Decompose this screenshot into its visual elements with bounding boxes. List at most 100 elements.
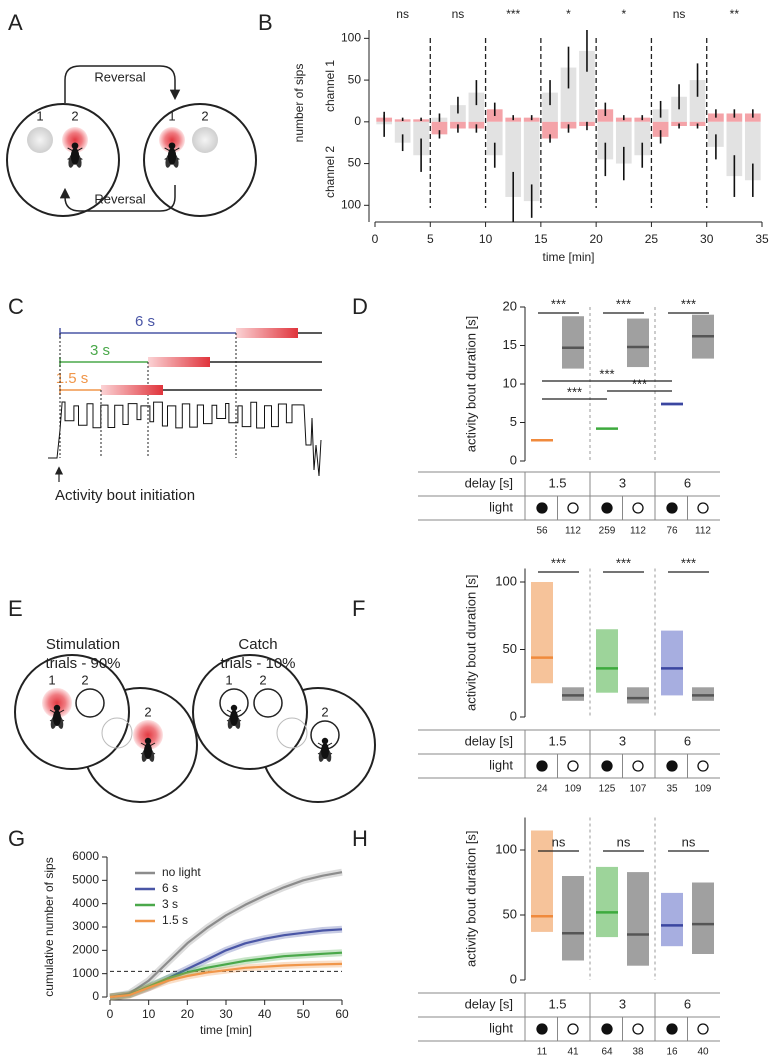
light-indicator bbox=[666, 760, 678, 772]
n-label: 38 bbox=[632, 1047, 644, 1058]
y-tick-label: 100 bbox=[341, 197, 361, 211]
reversal-arrow bbox=[59, 185, 176, 212]
y-tick-label: 1000 bbox=[72, 966, 99, 980]
faint-spot bbox=[101, 717, 133, 749]
y-tick-label: 15 bbox=[503, 337, 517, 352]
table-row-label: light bbox=[489, 757, 513, 772]
panel-label: A bbox=[8, 10, 23, 35]
n-label: 56 bbox=[536, 526, 548, 537]
y-tick-label: 10 bbox=[503, 375, 517, 390]
panel-label: G bbox=[8, 826, 25, 851]
bar bbox=[579, 50, 595, 122]
n-label: 112 bbox=[565, 526, 581, 537]
box bbox=[661, 892, 683, 947]
significance-label: ** bbox=[730, 7, 740, 21]
n-label: 35 bbox=[666, 784, 678, 795]
fly-head bbox=[71, 142, 79, 150]
x-tick-label: 50 bbox=[297, 1007, 311, 1021]
arena bbox=[192, 654, 308, 770]
legend-label: 1.5 s bbox=[162, 913, 188, 927]
significance-label: ns bbox=[552, 834, 566, 849]
panel-label: B bbox=[258, 10, 273, 35]
food-label: 2 bbox=[71, 108, 78, 123]
food-label: 2 bbox=[259, 672, 266, 687]
light-indicator bbox=[601, 760, 613, 772]
y-tick-label: 5 bbox=[510, 414, 517, 429]
delay-value: 6 bbox=[684, 996, 691, 1011]
box bbox=[531, 582, 553, 684]
bar bbox=[394, 121, 411, 143]
food-label: 1 bbox=[36, 108, 43, 123]
box bbox=[692, 687, 714, 701]
n-label: 109 bbox=[695, 784, 712, 795]
n-label: 112 bbox=[630, 526, 646, 537]
light-indicator bbox=[536, 760, 548, 772]
bar bbox=[431, 121, 448, 135]
bar bbox=[671, 96, 687, 122]
fly-body bbox=[144, 743, 152, 759]
y-axis-label: activity bout duration [s] bbox=[463, 830, 478, 967]
significance-label: ns bbox=[396, 7, 409, 21]
significance-label: ns bbox=[452, 7, 465, 21]
y-tick-label: 50 bbox=[348, 156, 362, 170]
activity-trace bbox=[48, 401, 322, 477]
stimulus-bar bbox=[236, 328, 298, 338]
box bbox=[562, 876, 584, 961]
trial-label: Catch bbox=[238, 636, 277, 653]
box bbox=[562, 316, 584, 369]
significance-label: *** bbox=[599, 366, 614, 381]
arena bbox=[14, 654, 130, 770]
x-axis-label: time [min] bbox=[542, 250, 594, 264]
box bbox=[596, 866, 618, 938]
table-row-label: delay [s] bbox=[465, 996, 513, 1011]
x-tick-label: 10 bbox=[142, 1007, 156, 1021]
box bbox=[661, 630, 683, 696]
significance-label: *** bbox=[567, 384, 582, 399]
y-axis-label: number of sips bbox=[292, 64, 306, 143]
x-tick-label: 25 bbox=[645, 232, 659, 246]
bar bbox=[726, 121, 743, 177]
light-indicator bbox=[632, 760, 644, 772]
series-line bbox=[109, 951, 343, 999]
legend-label: no light bbox=[162, 865, 201, 879]
box bbox=[531, 830, 553, 932]
box bbox=[627, 318, 649, 368]
arrow-label: Reversal bbox=[94, 69, 145, 84]
trial-label: trials - 10% bbox=[220, 655, 295, 672]
light-indicator bbox=[567, 760, 579, 772]
food-spot bbox=[253, 688, 283, 718]
bar bbox=[652, 121, 669, 137]
light-indicator bbox=[567, 1023, 579, 1035]
y-tick-label: 2000 bbox=[72, 943, 99, 957]
fly-head bbox=[53, 704, 61, 712]
annotation: Activity bout initiation bbox=[55, 487, 195, 504]
light-indicator bbox=[601, 1023, 613, 1035]
fly-body bbox=[53, 710, 61, 726]
significance-label: *** bbox=[551, 555, 566, 570]
bar bbox=[486, 121, 503, 156]
y-tick-label: 100 bbox=[341, 31, 361, 45]
bar bbox=[689, 80, 706, 122]
table-row-label: light bbox=[489, 1020, 513, 1035]
fly-head bbox=[230, 704, 238, 712]
food-spot bbox=[133, 720, 163, 750]
fly-icon bbox=[164, 142, 180, 168]
fly-icon bbox=[67, 142, 83, 168]
light-indicator bbox=[697, 502, 709, 514]
n-label: 41 bbox=[567, 1047, 579, 1058]
fly-icon bbox=[140, 737, 156, 762]
x-tick-label: 35 bbox=[755, 232, 769, 246]
bar bbox=[634, 121, 651, 156]
fly-body bbox=[167, 147, 177, 165]
significance-label: * bbox=[566, 7, 571, 21]
x-tick-label: 30 bbox=[219, 1007, 233, 1021]
food-spot bbox=[192, 127, 218, 153]
food-spot bbox=[75, 688, 105, 718]
food-label: 2 bbox=[201, 108, 208, 123]
channel-label: channel 2 bbox=[323, 146, 337, 198]
significance-label: *** bbox=[681, 555, 696, 570]
food-label: 2 bbox=[81, 672, 88, 687]
y-tick-label: 0 bbox=[92, 989, 99, 1003]
n-label: 112 bbox=[695, 526, 711, 537]
